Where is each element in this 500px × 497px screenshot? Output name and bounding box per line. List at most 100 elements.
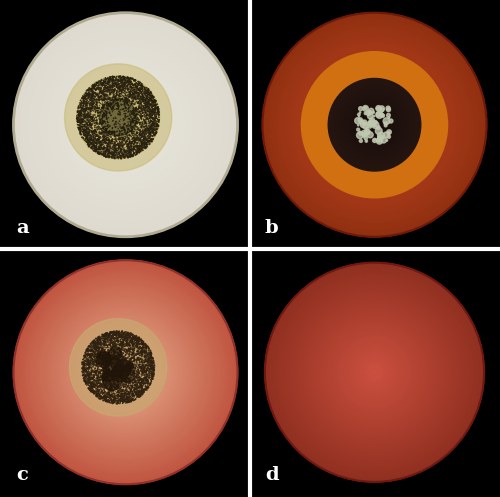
Point <box>90 348 98 356</box>
Point <box>105 331 113 338</box>
Point <box>122 94 130 102</box>
Point <box>84 116 92 124</box>
Point <box>131 358 139 366</box>
Point <box>111 80 119 88</box>
Point <box>100 135 108 143</box>
Point <box>128 351 136 359</box>
Point <box>127 355 135 363</box>
Point <box>100 374 108 382</box>
Point <box>133 350 141 358</box>
Point <box>84 121 92 129</box>
Point <box>80 105 88 113</box>
Point <box>85 342 93 350</box>
Point <box>124 122 132 130</box>
Point <box>76 124 84 132</box>
Point <box>91 92 99 100</box>
Point <box>146 379 154 387</box>
Point <box>82 366 90 374</box>
Point <box>88 91 96 99</box>
Circle shape <box>380 108 384 112</box>
Point <box>135 142 143 150</box>
Point <box>116 153 124 161</box>
Point <box>132 340 140 348</box>
Point <box>90 88 98 96</box>
Point <box>116 148 124 156</box>
Point <box>134 85 142 93</box>
Point <box>102 370 110 378</box>
Point <box>126 394 134 402</box>
Point <box>101 100 109 108</box>
Point <box>111 349 119 357</box>
Point <box>94 358 102 366</box>
Point <box>82 352 90 360</box>
Point <box>130 365 138 373</box>
Point <box>128 110 136 118</box>
Point <box>130 147 138 155</box>
Point <box>112 334 120 342</box>
Point <box>122 152 130 160</box>
Point <box>112 113 120 121</box>
Point <box>140 131 148 139</box>
Point <box>122 333 130 341</box>
Point <box>112 145 120 153</box>
Point <box>88 355 96 363</box>
Point <box>95 345 103 353</box>
Point <box>96 395 104 403</box>
Point <box>132 385 140 393</box>
Point <box>132 104 140 112</box>
Point <box>88 104 96 112</box>
Point <box>138 375 146 383</box>
Point <box>98 381 106 389</box>
Point <box>118 130 126 138</box>
Point <box>128 395 136 403</box>
Point <box>92 89 100 97</box>
Point <box>84 94 92 102</box>
Point <box>80 108 88 116</box>
Point <box>130 106 138 114</box>
Point <box>104 140 112 148</box>
Point <box>78 116 86 124</box>
Point <box>88 135 96 143</box>
Point <box>112 142 120 150</box>
Point <box>127 367 135 375</box>
Point <box>132 76 140 84</box>
Point <box>130 385 138 393</box>
Point <box>90 337 98 345</box>
Point <box>105 361 113 369</box>
Point <box>88 355 96 363</box>
Point <box>155 109 163 117</box>
Point <box>108 103 116 111</box>
Point <box>99 104 107 112</box>
Point <box>138 82 145 89</box>
Point <box>116 140 124 148</box>
Point <box>81 112 89 120</box>
Point <box>101 361 109 369</box>
Point <box>138 107 146 115</box>
Point <box>110 76 118 83</box>
Point <box>152 116 160 124</box>
Point <box>111 143 119 151</box>
Point <box>154 107 162 115</box>
Point <box>119 83 127 90</box>
Point <box>94 353 102 361</box>
Point <box>146 119 154 127</box>
Point <box>99 87 107 95</box>
Point <box>130 94 138 102</box>
Point <box>123 95 131 103</box>
Point <box>95 342 103 350</box>
Point <box>118 79 126 86</box>
Point <box>150 123 158 131</box>
Point <box>132 142 140 150</box>
Point <box>98 113 106 121</box>
Point <box>101 150 109 158</box>
Point <box>139 339 147 347</box>
Point <box>146 127 154 135</box>
Point <box>87 107 95 115</box>
Point <box>94 393 102 401</box>
Point <box>104 342 112 350</box>
Point <box>115 331 123 339</box>
Point <box>94 366 102 374</box>
Point <box>139 343 147 351</box>
Point <box>134 341 141 349</box>
Point <box>122 147 130 155</box>
